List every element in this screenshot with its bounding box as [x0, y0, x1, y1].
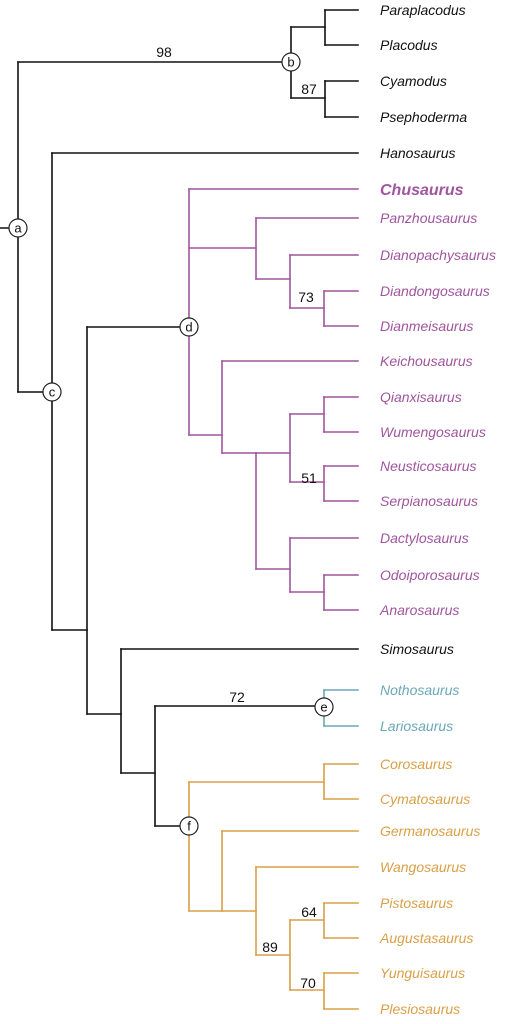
- node-marker-d: d: [179, 317, 199, 337]
- node-marker-f: f: [179, 816, 199, 836]
- node-label-c: c: [49, 385, 56, 400]
- taxon-label: Pistosaurus: [380, 895, 453, 911]
- taxon-label: Odoiporosaurus: [380, 567, 480, 583]
- taxon-label: Nothosaurus: [380, 682, 459, 698]
- support-value: 70: [300, 975, 316, 991]
- node-label-a: a: [14, 221, 22, 236]
- taxon-label: Cymatosaurus: [380, 791, 470, 807]
- node-label-f: f: [187, 819, 191, 834]
- support-value: 64: [301, 904, 317, 920]
- pistosauroidea-clade: [188, 763, 359, 1010]
- node-marker-b: b: [281, 52, 301, 72]
- taxon-label: Plesiosaurus: [380, 1001, 460, 1017]
- taxon-label: Diandongosaurus: [380, 283, 490, 299]
- taxon-label-highlighted: Chusaurus: [380, 182, 464, 199]
- support-value: 98: [156, 44, 172, 60]
- taxon-label: Wangosaurus: [380, 859, 466, 875]
- taxon-label: Yunguisaurus: [380, 965, 465, 981]
- node-marker-c: c: [42, 382, 62, 402]
- support-value: 89: [262, 939, 278, 955]
- taxon-label: Keichousaurus: [380, 353, 473, 369]
- taxon-label: Qianxisaurus: [380, 389, 462, 405]
- taxon-label: Lariosaurus: [380, 718, 453, 734]
- taxon-label: Augustasaurus: [379, 930, 473, 946]
- support-value: 72: [229, 689, 245, 705]
- taxon-label: Placodus: [380, 37, 438, 53]
- support-value: 87: [301, 81, 317, 97]
- taxon-label: Dianmeisaurus: [380, 318, 473, 334]
- node-label-e: e: [320, 700, 327, 715]
- taxon-label: Anarosaurus: [379, 602, 459, 618]
- support-value: 73: [298, 289, 314, 305]
- taxon-labels: Paraplacodus Placodus Cyamodus Psephoder…: [379, 2, 496, 1017]
- node-marker-a: a: [8, 218, 28, 238]
- taxon-label: Paraplacodus: [380, 2, 466, 18]
- pachypleurosauria-clade: [188, 188, 359, 611]
- taxon-label: Simosaurus: [380, 641, 454, 657]
- support-value: 51: [301, 470, 317, 486]
- taxon-label: Cyamodus: [380, 73, 447, 89]
- taxon-label: Hanosaurus: [380, 145, 456, 161]
- node-label-d: d: [185, 320, 192, 335]
- taxon-label: Serpianosaurus: [380, 493, 478, 509]
- taxon-label: Corosaurus: [380, 756, 452, 772]
- taxon-label: Wumengosaurus: [380, 424, 486, 440]
- taxon-label: Panzhousaurus: [380, 210, 477, 226]
- node-marker-e: e: [314, 697, 334, 717]
- taxon-label: Dactylosaurus: [380, 530, 469, 546]
- taxon-label: Psephoderma: [380, 109, 467, 125]
- node-label-b: b: [287, 55, 294, 70]
- taxon-label: Germanosaurus: [380, 823, 480, 839]
- taxon-label: Neusticosaurus: [380, 458, 477, 474]
- taxon-label: Dianopachysaurus: [380, 247, 496, 263]
